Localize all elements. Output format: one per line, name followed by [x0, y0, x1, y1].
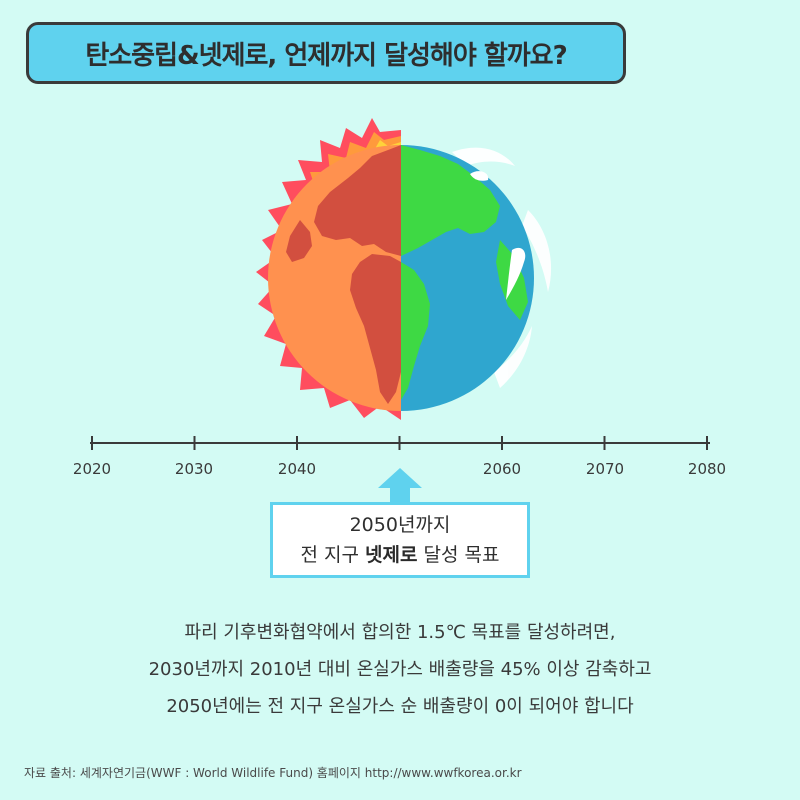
year-label-2030: 2030 — [174, 460, 214, 478]
description-line-2: 2030년까지 2010년 대비 온실가스 배출량을 45% 이상 감축하고 — [148, 659, 652, 680]
goal-line-1: 2050년까지 — [349, 514, 451, 536]
wind-streaks — [452, 147, 552, 388]
netzero-keyword: 넷제로 — [365, 544, 418, 566]
year-label-2070: 2070 — [585, 460, 625, 478]
title-banner: 탄소중립&넷제로, 언제까지 달성해야 할까요? — [26, 22, 626, 84]
goal-line-2: 전 지구 넷제로 달성 목표 — [301, 540, 500, 570]
page-title: 탄소중립&넷제로, 언제까지 달성해야 할까요? — [85, 40, 567, 71]
year-label-2060: 2060 — [482, 460, 522, 478]
description-line-3: 2050년에는 전 지구 온실가스 순 배출량이 0이 되어야 합니다 — [166, 696, 634, 717]
healthy-clouds — [470, 171, 526, 300]
source-citation: 자료 출처: 세계자연기금(WWF : World Wildlife Fund)… — [24, 766, 522, 780]
arrow-up-icon — [378, 468, 422, 504]
description-line-1: 파리 기후변화협약에서 합의한 1.5℃ 목표를 달성하려면, — [184, 622, 616, 643]
year-label-2080: 2080 — [687, 460, 727, 478]
scorched-continents — [286, 145, 401, 404]
year-label-2040: 2040 — [277, 460, 317, 478]
goal-line-2-prefix: 전 지구 — [300, 544, 366, 566]
goal-line-2-suffix: 달성 목표 — [417, 544, 500, 566]
timeline-axis — [90, 436, 710, 450]
year-label-2020: 2020 — [72, 460, 112, 478]
globe-illustration — [256, 118, 552, 420]
netzero-goal-box: 2050년까지 전 지구 넷제로 달성 목표 — [270, 502, 530, 578]
description: 파리 기후변화협약에서 합의한 1.5℃ 목표를 달성하려면, 2030년까지 … — [40, 614, 760, 725]
